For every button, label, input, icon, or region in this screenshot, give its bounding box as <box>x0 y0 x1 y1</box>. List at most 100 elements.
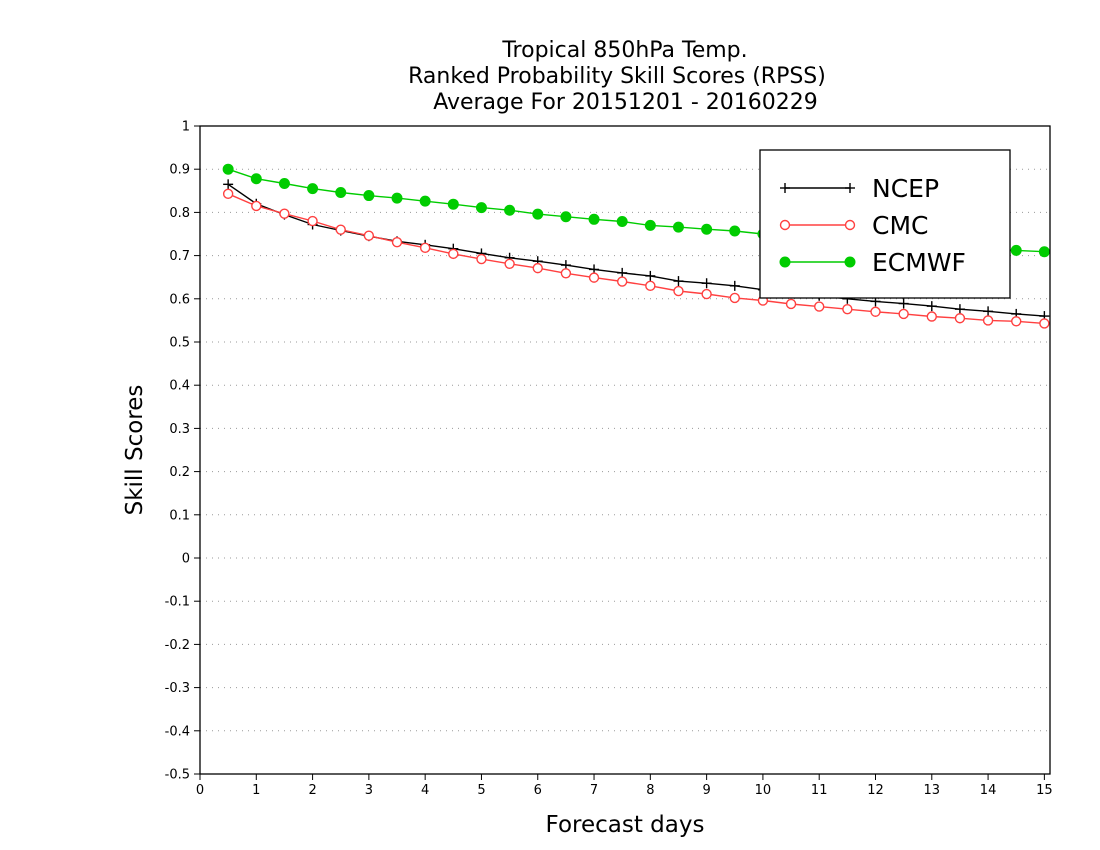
data-point-ecmwf <box>363 190 375 202</box>
y-tick-label: 0.2 <box>169 465 190 480</box>
data-point-ecmwf <box>1010 244 1022 256</box>
x-tick-label: 14 <box>980 783 997 798</box>
legend-entry-ncep: NCEP <box>780 174 939 203</box>
data-point-ecmwf <box>419 195 431 207</box>
legend-marker-ecmwf <box>844 256 856 268</box>
data-point-cmc <box>673 285 684 297</box>
series-cmc <box>222 188 1050 329</box>
data-point-ecmwf <box>504 204 516 216</box>
y-tick-label: 0.5 <box>169 336 190 351</box>
data-point-cmc <box>476 253 487 265</box>
x-tick-label: 6 <box>534 783 542 798</box>
data-point-cmc <box>363 230 375 241</box>
y-tick-label: 1 <box>182 120 190 135</box>
x-tick-label: 13 <box>924 783 941 798</box>
data-point-cmc <box>419 242 431 254</box>
data-point-ecmwf <box>672 221 684 233</box>
data-point-cmc <box>222 188 234 200</box>
data-point-ecmwf <box>701 223 713 235</box>
data-point-ncep <box>645 270 656 281</box>
data-point-ecmwf <box>250 173 262 185</box>
y-axis-ticks: 1 0.9 0.8 0.7 0.6 0.5 0.4 0.3 0.2 0.1 0 -0.1 -0.2 -0.… <box>165 120 200 783</box>
data-point-cmc <box>335 224 346 235</box>
data-point-cmc <box>870 306 881 317</box>
data-point-ncep <box>926 301 937 312</box>
y-tick-label: -0.3 <box>165 681 190 696</box>
x-tick-label: 15 <box>1036 783 1053 798</box>
y-tick-label: 0.6 <box>169 292 190 307</box>
data-point-ecmwf <box>729 225 741 237</box>
data-point-cmc <box>954 313 966 324</box>
data-point-ecmwf <box>1038 246 1050 258</box>
data-point-cmc <box>307 215 318 227</box>
data-point-cmc <box>898 308 909 320</box>
legend-marker-ncep <box>845 183 855 193</box>
x-tick-label: 10 <box>755 783 772 798</box>
data-point-ecmwf <box>588 213 600 225</box>
y-axis-label: Skill Scores <box>122 385 148 516</box>
x-tick-label: 0 <box>196 783 204 798</box>
chart-title-line-3: Average For 20151201 - 20160229 <box>426 90 818 115</box>
x-tick-label: 11 <box>811 783 828 798</box>
legend-marker-ncep <box>780 183 790 193</box>
data-point-ecmwf <box>307 183 319 195</box>
data-point-ecmwf <box>532 208 544 220</box>
data-point-ecmwf <box>447 198 459 210</box>
legend-label-cmc: CMC <box>872 211 928 240</box>
y-tick-label: -0.5 <box>165 768 190 783</box>
data-point-cmc <box>814 301 825 312</box>
data-point-cmc <box>785 298 797 310</box>
data-point-cmc <box>729 292 740 304</box>
x-tick-label: 5 <box>477 783 485 798</box>
data-point-cmc <box>926 311 937 322</box>
x-axis-label: Forecast days <box>546 812 705 838</box>
chart-title-line-1: Tropical 850hPa Temp. <box>501 38 747 63</box>
plot-frame <box>199 125 1051 775</box>
y-tick-label: 0.8 <box>169 206 190 221</box>
chart-title-line-2: Ranked Probability Skill Scores (RPSS) <box>408 64 826 89</box>
data-point-ecmwf <box>391 192 403 204</box>
data-point-cmc <box>251 200 262 212</box>
x-tick-label: 3 <box>365 783 373 798</box>
legend-entry-ecmwf: ECMWF <box>779 248 966 277</box>
data-point-ncep <box>223 179 234 190</box>
y-tick-label: -0.4 <box>165 724 190 739</box>
x-tick-label: 8 <box>646 783 654 798</box>
data-point-cmc <box>616 276 628 287</box>
data-point-cmc <box>448 248 459 260</box>
x-tick-label: 7 <box>590 783 598 798</box>
data-point-cmc <box>1011 316 1022 327</box>
data-point-cmc <box>504 258 515 270</box>
legend-marker-cmc <box>779 219 791 231</box>
data-point-cmc <box>560 268 572 279</box>
data-point-cmc <box>982 315 994 326</box>
legend-marker-cmc <box>844 219 856 231</box>
x-tick-label: 2 <box>308 783 316 798</box>
legend-entries: NCEP CMC ECMWF <box>779 174 966 277</box>
data-point-cmc <box>842 303 853 315</box>
data-point-ecmwf <box>475 202 487 214</box>
y-tick-label: 0.3 <box>169 422 190 437</box>
data-point-ncep <box>954 304 965 315</box>
legend-label-ecmwf: ECMWF <box>872 248 966 277</box>
data-point-cmc <box>532 262 543 274</box>
y-tick-label: 0 <box>182 552 190 567</box>
x-tick-label: 1 <box>252 783 260 798</box>
y-tick-label: -0.1 <box>165 595 190 610</box>
y-tick-label: 0.9 <box>169 163 190 178</box>
y-tick-label: 0.4 <box>169 379 190 394</box>
legend-label-ncep: NCEP <box>872 174 939 203</box>
legend-box <box>759 149 1011 299</box>
data-point-ncep <box>673 276 684 287</box>
legend-entry-cmc: CMC <box>779 211 928 240</box>
data-point-ecmwf <box>644 219 656 231</box>
data-point-ncep <box>617 267 628 278</box>
y-tick-label: 0.1 <box>169 508 190 523</box>
data-point-ecmwf <box>278 177 290 189</box>
legend: NCEP CMC ECMWF <box>759 149 1011 299</box>
data-point-ecmwf <box>222 163 234 175</box>
data-point-cmc <box>645 280 656 292</box>
x-tick-label: 12 <box>867 783 884 798</box>
data-point-ecmwf <box>616 215 628 227</box>
